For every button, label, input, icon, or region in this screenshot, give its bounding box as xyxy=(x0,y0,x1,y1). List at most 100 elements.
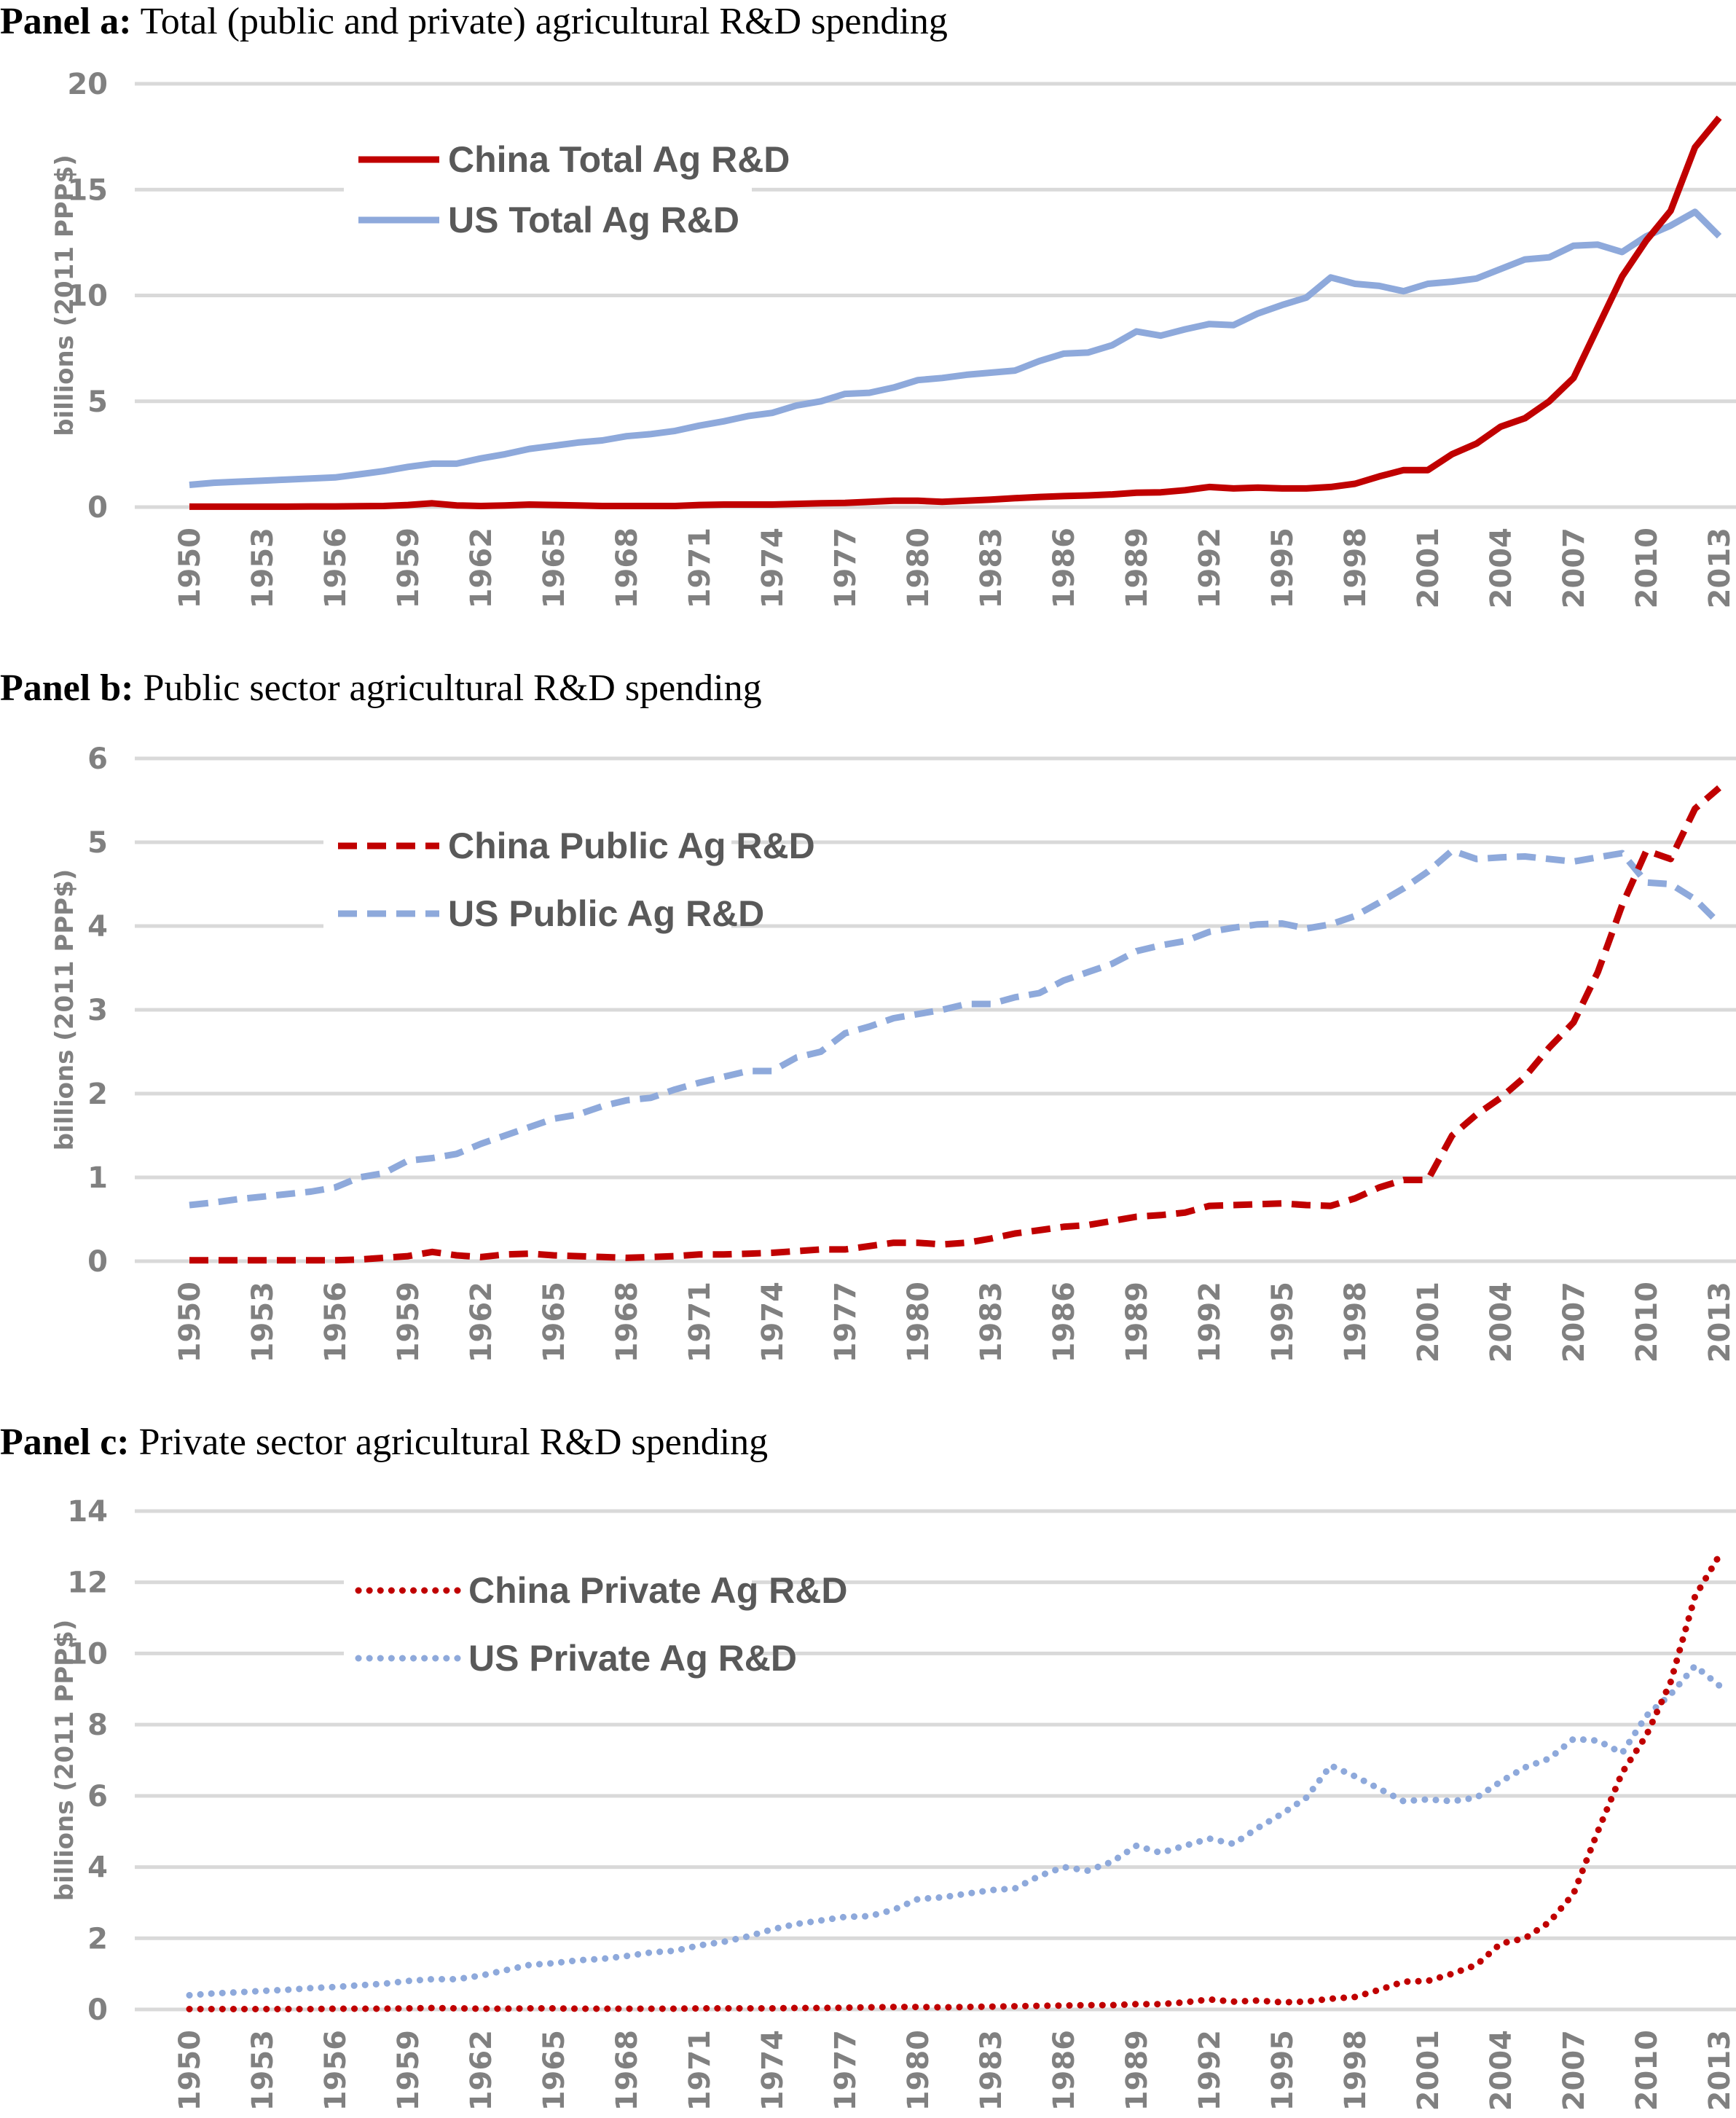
x-tick-label: 1977 xyxy=(829,2030,863,2111)
x-tick-label: 2007 xyxy=(1558,527,1591,608)
y-tick-label: 0 xyxy=(87,1993,108,2027)
x-tick-label: 2004 xyxy=(1485,1282,1518,1362)
series-line-china-public-ag-r-d xyxy=(189,785,1721,1264)
legend-label: US Private Ag R&D xyxy=(468,1638,797,1679)
x-tick-label: 1950 xyxy=(173,527,207,608)
x-tick-label: 1992 xyxy=(1193,1282,1227,1362)
series-line-us-public-ag-r-d xyxy=(189,847,1722,1209)
y-tick-label: 20 xyxy=(67,68,108,101)
y-tick-label: 10 xyxy=(67,280,108,313)
y-tick-label: 15 xyxy=(67,173,108,207)
y-axis-label: billions (2011 PPP$) xyxy=(50,869,79,1151)
y-tick-label: 4 xyxy=(87,1851,108,1885)
x-tick-label: 2010 xyxy=(1630,1282,1664,1362)
x-tick-label: 1977 xyxy=(829,527,863,608)
x-tick-label: 2013 xyxy=(1703,1282,1736,1362)
x-tick-label: 1962 xyxy=(465,527,498,608)
x-tick-label: 1980 xyxy=(902,527,935,608)
x-tick-label: 2001 xyxy=(1412,1282,1445,1362)
x-tick-label: 1980 xyxy=(902,1282,935,1362)
panel-a-title: Panel a: Total (public and private) agri… xyxy=(0,0,948,43)
panel-a-chart: 0 5 10 15 20 1950 1953 1956 1959 1962 1965 1968 1971… xyxy=(50,68,1736,608)
x-tick-label: 1980 xyxy=(902,2030,935,2111)
x-tick-label: 1989 xyxy=(1120,527,1154,608)
x-tick-label: 1986 xyxy=(1048,1282,1081,1362)
panel-c-title-text: Private sector agricultural R&D spending xyxy=(138,1421,769,1463)
x-tick-label: 1983 xyxy=(975,1282,1008,1362)
x-tick-label: 2001 xyxy=(1412,2030,1445,2111)
x-tick-label: 2004 xyxy=(1485,2030,1518,2111)
x-tick-label: 1971 xyxy=(683,2030,717,2111)
series-line-us-private-ag-r-d xyxy=(186,1663,1723,1999)
legend-label: China Private Ag R&D xyxy=(468,1570,847,1611)
x-tick-label: 1950 xyxy=(173,1282,207,1362)
x-tick-label: 1965 xyxy=(538,1282,571,1362)
panel-a-title-text: Total (public and private) agricultural … xyxy=(140,1,948,42)
x-tick-label: 1959 xyxy=(392,2030,425,2111)
y-axis-label: billions (2011 PPP$) xyxy=(50,1620,79,1902)
x-tick-label: 2010 xyxy=(1630,2030,1664,2111)
x-tick-label: 1983 xyxy=(975,527,1008,608)
x-tick-label: 2013 xyxy=(1703,2030,1736,2111)
x-tick-label: 1974 xyxy=(756,2030,790,2111)
y-tick-label: 0 xyxy=(87,491,108,525)
panel-a-label: Panel a: xyxy=(0,1,132,42)
x-tick-label: 2010 xyxy=(1630,527,1664,608)
y-tick-label: 0 xyxy=(87,1245,108,1279)
x-tick-label: 1956 xyxy=(319,1282,353,1362)
x-tick-label: 1986 xyxy=(1048,527,1081,608)
x-tick-label: 1995 xyxy=(1266,1282,1300,1362)
y-tick-label: 6 xyxy=(87,1780,108,1813)
panel-c-chart: 0 2 4 6 8 10 12 14 1950 1953 1956 1959 1962 1965 1968 1… xyxy=(50,1495,1736,2111)
panel-b-title-text: Public sector agricultural R&D spending xyxy=(143,667,762,709)
legend-background xyxy=(323,809,731,950)
x-tick-label: 1998 xyxy=(1339,2030,1372,2111)
x-tick-label: 1998 xyxy=(1339,527,1372,608)
x-tick-label: 1965 xyxy=(538,2030,571,2111)
x-tick-label: 1983 xyxy=(975,2030,1008,2111)
panel-b-label: Panel b: xyxy=(0,667,134,709)
y-tick-label: 5 xyxy=(87,385,108,419)
panel-c-title: Panel c: Private sector agricultural R&D… xyxy=(0,1421,768,1464)
x-tick-label: 2013 xyxy=(1703,527,1736,608)
y-tick-label: 10 xyxy=(67,1637,108,1671)
x-tick-label: 1971 xyxy=(683,527,717,608)
y-tick-label: 12 xyxy=(67,1566,108,1600)
y-tick-label: 4 xyxy=(87,910,108,944)
x-tick-label: 2007 xyxy=(1558,2030,1591,2111)
x-tick-label: 1956 xyxy=(319,527,353,608)
x-tick-label: 1974 xyxy=(756,527,790,608)
x-tick-label: 1962 xyxy=(465,2030,498,2111)
y-tick-label: 1 xyxy=(87,1161,108,1195)
legend-label: US Total Ag R&D xyxy=(448,200,739,240)
x-tick-label: 1998 xyxy=(1339,1282,1372,1362)
x-tick-label: 1953 xyxy=(246,527,280,608)
x-tick-label: 1962 xyxy=(465,1282,498,1362)
series-line-china-total-ag-r-d xyxy=(189,115,1722,510)
legend-background xyxy=(344,123,752,256)
x-tick-label: 1989 xyxy=(1120,2030,1154,2111)
x-tick-label: 1971 xyxy=(683,1282,717,1362)
x-tick-label: 1950 xyxy=(173,2030,207,2111)
y-tick-label: 3 xyxy=(87,994,108,1027)
y-tick-label: 2 xyxy=(87,1078,108,1111)
legend-label: US Public Ag R&D xyxy=(448,893,764,934)
x-tick-label: 2001 xyxy=(1412,527,1445,608)
y-tick-label: 5 xyxy=(87,826,108,860)
x-tick-label: 1974 xyxy=(756,1282,790,1362)
x-tick-label: 1986 xyxy=(1048,2030,1081,2111)
x-tick-label: 1959 xyxy=(392,527,425,608)
x-tick-label: 1968 xyxy=(610,2030,644,2111)
y-tick-label: 2 xyxy=(87,1922,108,1956)
x-tick-label: 1968 xyxy=(610,527,644,608)
x-tick-label: 1995 xyxy=(1266,527,1300,608)
x-tick-label: 1992 xyxy=(1193,2030,1227,2111)
x-tick-label: 2004 xyxy=(1485,527,1518,608)
x-tick-label: 1956 xyxy=(319,2030,353,2111)
legend-label: China Public Ag R&D xyxy=(448,825,815,866)
series-line-china-private-ag-r-d xyxy=(186,1552,1723,2012)
x-tick-label: 1953 xyxy=(246,1282,280,1362)
y-tick-label: 8 xyxy=(87,1709,108,1742)
x-tick-label: 1989 xyxy=(1120,1282,1154,1362)
